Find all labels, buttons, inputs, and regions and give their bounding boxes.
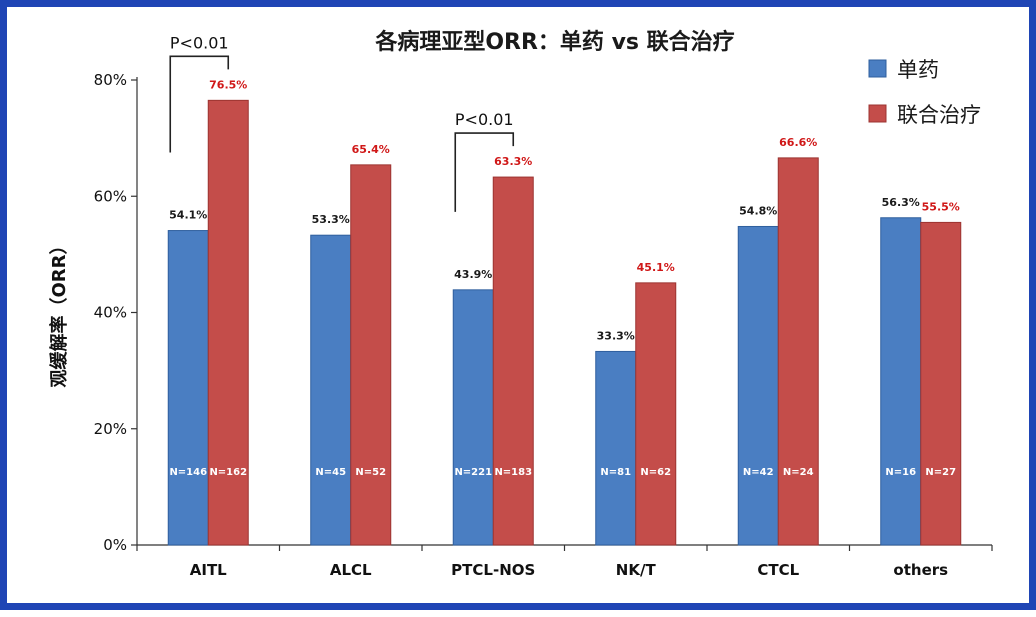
sample-size-label: N=42: [743, 467, 774, 478]
bar-single-agent: [452, 289, 494, 546]
sample-size-label: N=45: [315, 467, 346, 478]
data-label: 43.9%: [454, 268, 492, 281]
p-value-label: P<0.01: [170, 33, 229, 52]
p-value-label: P<0.01: [455, 110, 514, 129]
data-label: 66.6%: [779, 136, 817, 149]
bar-combination: [207, 99, 249, 546]
bar-combination: [635, 282, 677, 546]
bar-single-agent: [737, 225, 779, 546]
sample-size-label: N=52: [355, 467, 386, 478]
legend-swatch: [868, 104, 887, 123]
sample-size-label: N=183: [494, 467, 532, 478]
x-tick-label: others: [893, 561, 948, 579]
x-tick-label: NK/T: [616, 561, 657, 579]
significance-annotations: P<0.01 P<0.01: [169, 33, 515, 212]
legend-label: 单药: [897, 58, 939, 82]
bar-combination: [777, 157, 819, 546]
data-label: 55.5%: [922, 200, 960, 213]
bars: 54.1% N=146 76.5% N=162 53.3% N=45 65.4% N=52 43…: [167, 78, 962, 546]
sample-size-label: N=16: [885, 467, 916, 478]
significance-bracket: [454, 132, 515, 212]
bar-single-agent: [310, 234, 352, 546]
legend-label: 联合治疗: [897, 103, 981, 127]
legend-swatch: [868, 59, 887, 78]
y-tick-label: 60%: [94, 187, 127, 205]
data-label: 56.3%: [882, 196, 920, 209]
bar-combination: [920, 221, 962, 546]
bar-single-agent: [167, 230, 209, 546]
data-label: 45.1%: [637, 261, 675, 274]
data-label: 33.3%: [597, 329, 635, 342]
data-label: 63.3%: [494, 155, 532, 168]
axes: 0% 20% 40% 60% 80% AITL ALCL PTCL-NOS NK/T CTCL ot…: [94, 71, 993, 579]
sample-size-label: N=24: [783, 467, 814, 478]
y-tick-label: 80%: [94, 71, 127, 89]
data-label: 53.3%: [312, 213, 350, 226]
data-label: 54.8%: [739, 204, 777, 217]
data-label: 65.4%: [352, 143, 390, 156]
orr-bar-chart: 各病理亚型ORR：单药 vs 联合治疗 观缓解率（ORR） 0% 20% 40% 60…: [48, 29, 993, 579]
sample-size-label: N=146: [169, 467, 207, 478]
sample-size-label: N=62: [640, 467, 671, 478]
y-tick-label: 40%: [94, 304, 127, 322]
bar-single-agent: [595, 350, 637, 546]
data-label: 76.5%: [209, 78, 247, 91]
sample-size-label: N=162: [209, 467, 247, 478]
data-label: 54.1%: [169, 209, 207, 222]
x-tick-label: PTCL-NOS: [451, 561, 535, 579]
y-axis-label: 观缓解率（ORR）: [48, 236, 70, 387]
bar-single-agent: [880, 217, 922, 546]
chart-title: 各病理亚型ORR：单药 vs 联合治疗: [374, 29, 734, 55]
significance-bracket: [169, 55, 230, 153]
bar-combination: [350, 164, 392, 546]
y-tick-label: 0%: [103, 536, 127, 554]
x-tick-label: CTCL: [757, 561, 799, 579]
bar-combination: [492, 176, 534, 546]
y-tick-label: 20%: [94, 420, 127, 438]
sample-size-label: N=81: [600, 467, 631, 478]
x-tick-label: ALCL: [330, 561, 372, 579]
sample-size-label: N=27: [925, 467, 956, 478]
sample-size-label: N=221: [454, 467, 492, 478]
x-tick-label: AITL: [190, 561, 227, 579]
